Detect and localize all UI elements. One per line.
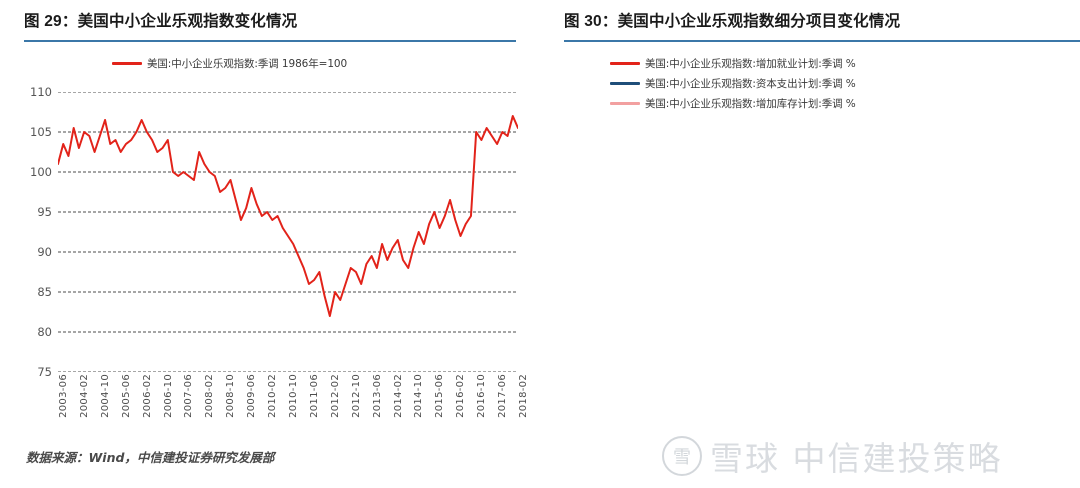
figure-29-series (58, 115, 518, 317)
legend-label: 美国:中小企业乐观指数:增加就业计划:季调 % (645, 58, 856, 70)
series-line (58, 115, 518, 317)
legend-label: 美国:中小企业乐观指数:资本支出计划:季调 % (645, 78, 856, 90)
figure-29-x-axis: 2003-06 2004-02 2004-10 2005-06 2006-02 2006-… (58, 374, 529, 436)
y-tick-label: 80 (37, 325, 52, 339)
x-tick-label: 2016-02 (455, 374, 467, 418)
figure-29-plot: 110 105 100 95 90 85 80 75 (18, 85, 518, 379)
x-tick-label: 2003-06 (58, 374, 69, 418)
y-tick-label: 90 (37, 245, 52, 259)
x-tick-label: 2008-10 (225, 374, 237, 418)
legend-swatch-icon (112, 62, 142, 65)
x-tick-label: 2017-06 (497, 374, 509, 418)
x-tick-label: 2005-06 (120, 374, 132, 418)
y-tick-label: 110 (30, 85, 52, 99)
legend-item: 美国:中小企业乐观指数:资本支出计划:季调 % (610, 76, 856, 91)
figure-29-title: 图 29：美国中小企业乐观指数变化情况 (24, 12, 516, 32)
y-tick-label: 105 (30, 125, 52, 139)
legend-item: 美国:中小企业乐观指数:季调 1986年=100 (112, 56, 347, 71)
x-tick-label: 2011-06 (308, 374, 320, 418)
figure-29-canvas (58, 92, 518, 372)
legend-item: 美国:中小企业乐观指数:增加就业计划:季调 % (610, 56, 856, 71)
x-tick-label: 2008-02 (204, 374, 216, 418)
figure-30-header: 图 30：美国中小企业乐观指数细分项目变化情况 (564, 12, 1080, 44)
legend-label: 美国:中小企业乐观指数:季调 1986年=100 (147, 58, 348, 70)
figure-29-svg (58, 92, 518, 372)
x-tick-label: 2010-10 (288, 374, 299, 418)
y-tick-label: 85 (37, 285, 52, 299)
figure-panel-30: 图 30：美国中小企业乐观指数细分项目变化情况 美国:中小企业乐观指数:增加就业… (540, 0, 1080, 488)
legend-swatch-icon (610, 102, 640, 105)
x-tick-label: 2004-02 (78, 374, 90, 418)
figure-30-rule (564, 40, 1080, 42)
figure-29-number: 图 29： (24, 13, 78, 30)
legend-swatch-icon (610, 62, 640, 65)
legend-item: 美国:中小企业乐观指数:增加库存计划:季调 % (610, 96, 856, 111)
x-tick-label: 2006-10 (162, 374, 174, 418)
x-tick-label: 2012-02 (329, 374, 341, 418)
figure-29-legend: 美国:中小企业乐观指数:季调 1986年=100 (112, 56, 347, 71)
figure-30-legend: 美国:中小企业乐观指数:增加就业计划:季调 % 美国:中小企业乐观指数:资本支出… (610, 56, 856, 111)
x-tick-label: 2010-02 (267, 374, 279, 418)
x-tick-label: 2012-10 (350, 374, 362, 418)
figure-29-gridlines (58, 92, 518, 372)
figure-30-number: 图 30： (564, 13, 618, 30)
figure-29-title-text: 美国中小企业乐观指数变化情况 (77, 13, 298, 30)
x-tick-label: 2014-02 (392, 374, 404, 418)
x-tick-label: 2015-06 (434, 374, 446, 418)
legend-swatch-icon (610, 82, 640, 85)
x-tick-label: 2016-10 (476, 374, 488, 418)
figure-panel-29: 图 29：美国中小企业乐观指数变化情况 美国:中小企业乐观指数:季调 1986年… (18, 12, 529, 465)
figure-30-title: 图 30：美国中小企业乐观指数细分项目变化情况 (564, 12, 1080, 32)
figure-29-header: 图 29：美国中小企业乐观指数变化情况 (24, 12, 516, 44)
x-tick-label: 2006-02 (141, 374, 153, 418)
legend-label: 美国:中小企业乐观指数:增加库存计划:季调 % (645, 98, 856, 110)
y-tick-label: 75 (37, 365, 52, 379)
x-tick-label: 2009-06 (246, 374, 258, 418)
y-tick-label: 100 (30, 165, 52, 179)
x-tick-label: 2004-10 (99, 374, 111, 418)
x-tick-label: 2013-06 (371, 374, 383, 418)
y-tick-label: 95 (37, 205, 52, 219)
figure-29-rule (24, 40, 516, 42)
x-tick-label: 2007-06 (183, 374, 195, 418)
figure-29-y-axis: 110 105 100 95 90 85 80 75 (18, 85, 52, 379)
x-tick-label: 2018-02 (518, 374, 529, 418)
figure-29-source: 数据来源：Wind，中信建投证券研究发展部 (26, 450, 275, 465)
x-tick-label: 2014-10 (413, 374, 425, 418)
figure-30-title-text: 美国中小企业乐观指数细分项目变化情况 (617, 13, 901, 30)
